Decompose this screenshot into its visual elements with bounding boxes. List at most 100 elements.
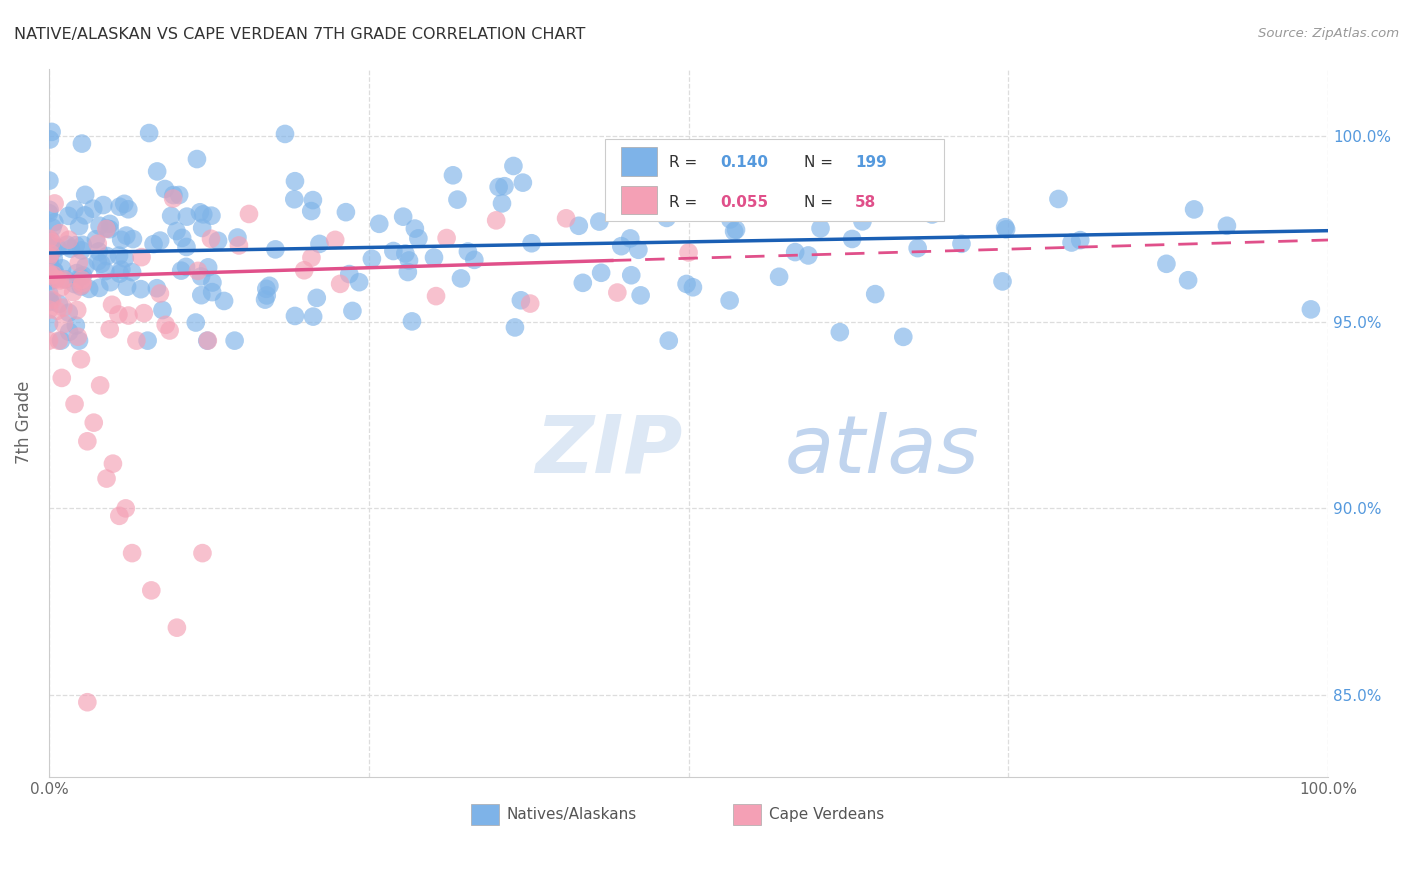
Point xyxy=(678,245,700,260)
Point xyxy=(404,221,426,235)
Point xyxy=(891,174,914,188)
Point xyxy=(73,208,96,222)
Point xyxy=(228,238,250,252)
Point xyxy=(66,303,89,318)
Point xyxy=(129,282,152,296)
Point xyxy=(39,294,62,309)
Point xyxy=(238,207,260,221)
Point xyxy=(38,235,60,250)
Point xyxy=(44,264,66,278)
Point xyxy=(785,245,807,260)
Point xyxy=(463,252,485,267)
Point xyxy=(991,274,1014,288)
Point xyxy=(38,285,60,300)
Point xyxy=(49,273,72,287)
Point xyxy=(46,303,69,318)
Text: 0.055: 0.055 xyxy=(720,194,769,210)
Point xyxy=(153,182,176,196)
Point xyxy=(42,252,65,266)
Point xyxy=(70,273,93,287)
Point xyxy=(607,180,630,194)
Point xyxy=(39,234,62,248)
Point xyxy=(48,334,70,348)
Point xyxy=(87,244,110,259)
Point xyxy=(82,202,104,216)
Point xyxy=(335,205,357,219)
Point xyxy=(66,266,89,280)
Point xyxy=(141,583,163,598)
Point xyxy=(718,293,741,308)
Point xyxy=(75,260,97,274)
Point xyxy=(38,257,60,271)
Point xyxy=(117,202,139,217)
Point xyxy=(62,285,84,300)
Point xyxy=(724,223,747,237)
Point xyxy=(152,303,174,318)
Text: R =: R = xyxy=(669,154,703,169)
Point xyxy=(302,310,325,324)
Point xyxy=(44,196,66,211)
Point xyxy=(38,266,60,280)
Point xyxy=(555,211,578,226)
Text: Source: ZipAtlas.com: Source: ZipAtlas.com xyxy=(1258,27,1399,40)
Point xyxy=(70,244,93,258)
Bar xyxy=(621,147,657,176)
Point xyxy=(994,220,1017,235)
Point xyxy=(63,277,86,292)
Point xyxy=(98,222,121,236)
Point xyxy=(630,288,652,302)
Point xyxy=(110,233,132,247)
Point xyxy=(502,159,524,173)
Point xyxy=(149,286,172,301)
Point xyxy=(41,235,63,249)
Point xyxy=(201,285,224,299)
Point xyxy=(67,334,90,348)
Point xyxy=(49,334,72,348)
Point xyxy=(56,237,79,252)
Point xyxy=(38,232,60,246)
Point xyxy=(841,232,863,246)
Point xyxy=(292,263,315,277)
Point xyxy=(39,273,62,287)
Point xyxy=(46,241,69,255)
Point xyxy=(347,275,370,289)
Point xyxy=(75,187,97,202)
Point xyxy=(921,207,943,221)
Point xyxy=(207,234,229,248)
Point xyxy=(96,222,118,236)
Point xyxy=(450,271,472,285)
Point xyxy=(87,254,110,268)
Point xyxy=(108,249,131,263)
Point xyxy=(188,205,211,219)
Point xyxy=(723,224,745,238)
Point xyxy=(813,199,835,213)
Point xyxy=(302,193,325,207)
Text: atlas: atlas xyxy=(785,412,979,490)
Point xyxy=(114,501,136,516)
Point xyxy=(337,267,360,281)
Point xyxy=(810,221,832,235)
Point xyxy=(96,249,118,263)
Point xyxy=(38,173,60,187)
Point xyxy=(190,269,212,284)
Point xyxy=(301,251,323,265)
Point xyxy=(193,207,215,221)
Point xyxy=(186,152,208,166)
Point xyxy=(42,264,65,278)
Text: N =: N = xyxy=(804,154,838,169)
Point xyxy=(323,233,346,247)
Point xyxy=(392,210,415,224)
Text: Cape Verdeans: Cape Verdeans xyxy=(769,806,884,822)
Point xyxy=(98,322,121,336)
Text: NATIVE/ALASKAN VS CAPE VERDEAN 7TH GRADE CORRELATION CHART: NATIVE/ALASKAN VS CAPE VERDEAN 7TH GRADE… xyxy=(14,27,585,42)
Point xyxy=(176,240,198,254)
Point xyxy=(122,232,145,246)
Point xyxy=(39,274,62,288)
Point xyxy=(200,232,222,246)
Point xyxy=(488,180,510,194)
Point xyxy=(39,238,62,252)
Point xyxy=(146,164,169,178)
Point xyxy=(167,188,190,202)
Point xyxy=(76,695,98,709)
Point xyxy=(38,317,60,331)
